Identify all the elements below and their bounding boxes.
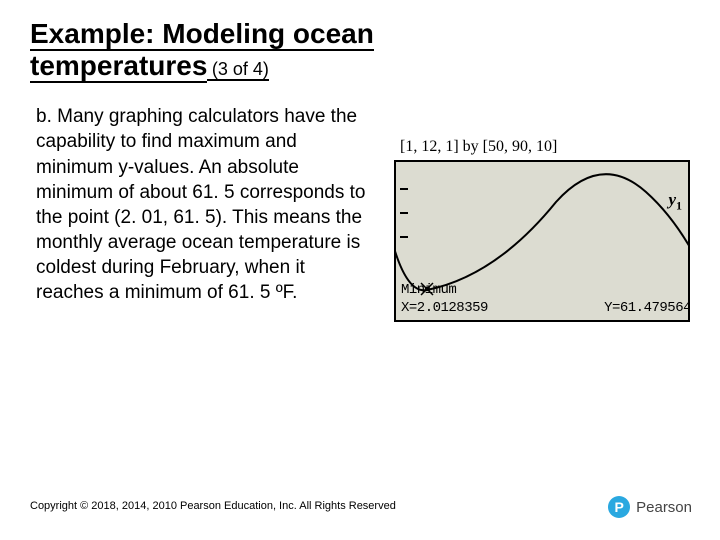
copyright-footer: Copyright © 2018, 2014, 2010 Pearson Edu…: [30, 500, 396, 512]
title-counter: (3 of 4): [212, 59, 269, 81]
min-y: Y=61.479564: [604, 300, 690, 316]
curve-path: [396, 175, 690, 291]
series-sub: 1: [676, 199, 682, 213]
window-label: [1, 12, 1] by [50, 90, 10]: [394, 138, 690, 156]
title-line-1: Example: Modeling ocean: [30, 18, 690, 50]
curve-plot: [396, 162, 690, 322]
series-y: y: [668, 190, 676, 209]
content-row: b. Many graphing calculators have the ca…: [30, 104, 690, 322]
slide: Example: Modeling ocean temperatures (3 …: [0, 0, 720, 540]
minimum-label: Minimum: [401, 282, 456, 298]
title-line-2: temperatures (3 of 4): [30, 50, 690, 82]
logo-icon: P: [608, 496, 630, 518]
calculator-figure: [1, 12, 1] by [50, 90, 10] y1 Minimum: [394, 138, 690, 322]
title-text-2: temperatures: [30, 50, 207, 83]
minimum-coords: X=2.0128359 Y=61.479564: [401, 300, 690, 316]
publisher-logo: P Pearson: [608, 496, 692, 518]
calculator-screen: y1 Minimum X=2.0128359 Y=61.479564: [394, 160, 690, 322]
title-block: Example: Modeling ocean temperatures (3 …: [30, 18, 690, 82]
title-text-1: Example: Modeling ocean: [30, 18, 374, 51]
logo-text: Pearson: [636, 499, 692, 516]
series-label: y1: [668, 190, 682, 213]
body-paragraph: b. Many graphing calculators have the ca…: [30, 104, 376, 305]
min-x: X=2.0128359: [401, 300, 488, 316]
